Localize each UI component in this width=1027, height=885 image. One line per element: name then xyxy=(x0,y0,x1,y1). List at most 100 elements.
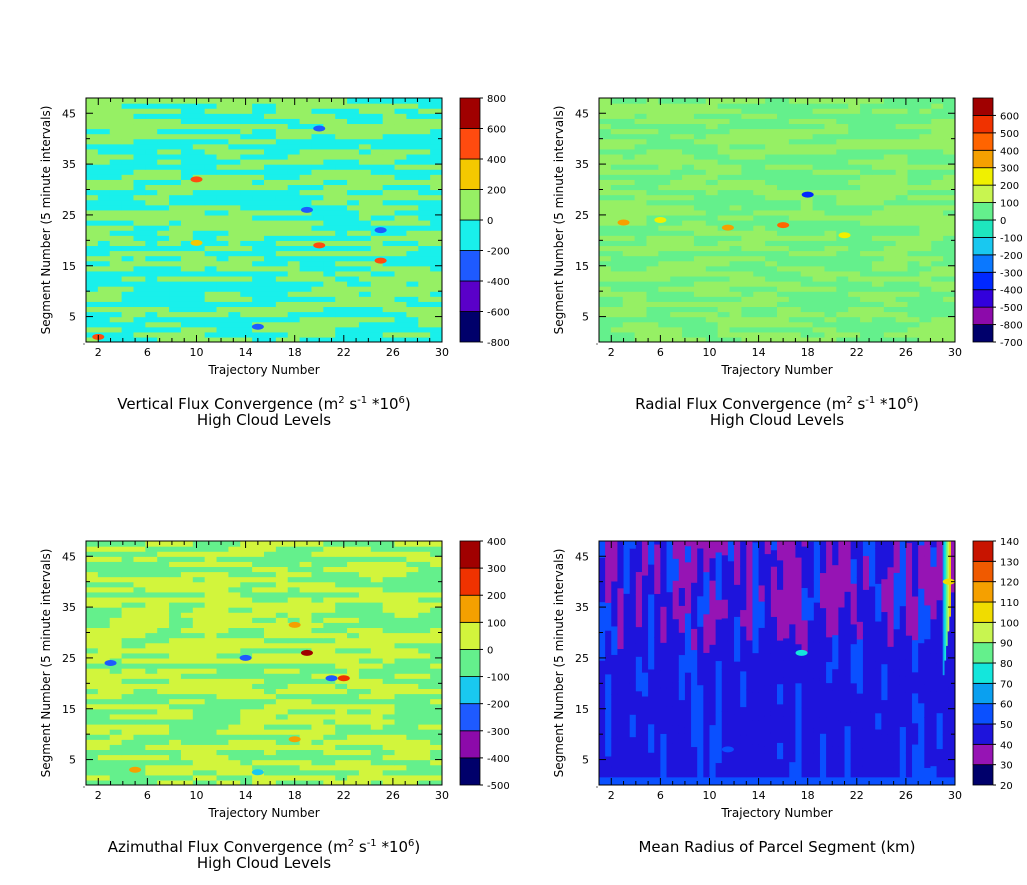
field-cell xyxy=(418,214,442,221)
field-cell xyxy=(758,715,766,747)
field-cell xyxy=(204,657,253,664)
field-cell xyxy=(430,265,442,272)
field-cell xyxy=(812,128,849,135)
field-cell xyxy=(418,546,442,552)
field-cell xyxy=(358,637,407,644)
field-cell xyxy=(335,683,348,690)
field-cell xyxy=(406,779,419,785)
field-cell xyxy=(648,564,655,595)
field-cell xyxy=(97,754,123,761)
field-cell xyxy=(824,306,849,313)
field-cell xyxy=(169,591,206,598)
field-cell xyxy=(693,138,719,145)
field-cell xyxy=(109,123,158,130)
y-axis-label: Segment Number (5 minute intervals) xyxy=(552,549,566,778)
field-cell xyxy=(204,698,241,705)
field-cell xyxy=(169,724,182,730)
title-text: *10 xyxy=(367,395,398,413)
field-cell xyxy=(204,632,218,639)
x-tick-label: 2 xyxy=(95,789,102,802)
field-cell xyxy=(629,682,637,715)
field-cell xyxy=(599,296,624,302)
field-cell xyxy=(157,240,182,247)
field-cell xyxy=(287,169,313,175)
field-cell xyxy=(264,678,277,684)
field-cell xyxy=(370,546,419,552)
field-cell xyxy=(216,764,253,771)
field-cell xyxy=(734,584,741,617)
field-cell xyxy=(836,103,849,109)
field-cell xyxy=(670,301,683,308)
field-cell xyxy=(905,542,913,567)
field-cell xyxy=(907,174,944,180)
x-axis-label: Trajectory Number xyxy=(720,806,832,820)
field-cell xyxy=(824,123,849,130)
field-cell xyxy=(311,678,336,684)
colorbar-segment xyxy=(972,764,994,786)
field-cell xyxy=(717,275,731,282)
field-cell xyxy=(836,311,873,318)
field-cell xyxy=(145,551,158,557)
field-cell xyxy=(394,164,431,170)
colorbar-segment xyxy=(459,676,481,705)
field-cell xyxy=(824,184,837,191)
field-cell xyxy=(169,225,194,231)
title-text: ) xyxy=(414,838,420,856)
field-cell xyxy=(789,732,797,763)
field-cell xyxy=(86,688,99,695)
field-cell xyxy=(919,128,932,135)
field-cell xyxy=(145,744,182,751)
field-cell xyxy=(97,678,123,684)
field-cell xyxy=(347,668,360,674)
field-cell xyxy=(729,118,742,125)
field-cell xyxy=(727,739,735,785)
field-cell xyxy=(86,571,99,578)
field-cell xyxy=(746,689,754,736)
field-cell xyxy=(382,275,431,282)
field-cell xyxy=(875,728,882,785)
colorbar-segment xyxy=(972,202,994,221)
field-cell xyxy=(678,732,686,785)
field-cell xyxy=(693,133,707,140)
y-tick-label: 25 xyxy=(62,652,76,665)
field-cell xyxy=(430,153,442,160)
field-cell xyxy=(610,286,659,292)
field-cell xyxy=(169,754,182,761)
field-cell xyxy=(299,744,336,751)
field-cell xyxy=(228,612,277,618)
field-cell xyxy=(788,220,802,226)
field-cell xyxy=(323,556,348,562)
field-cell xyxy=(264,255,313,262)
field-cell xyxy=(204,321,253,328)
field-cell xyxy=(430,769,442,776)
field-cell xyxy=(145,113,182,119)
field-cell xyxy=(907,153,920,160)
field-cell xyxy=(418,724,442,730)
field-cell xyxy=(622,260,659,267)
field-cell xyxy=(430,571,442,578)
field-cell xyxy=(335,260,384,267)
field-cell xyxy=(899,541,907,553)
field-cell xyxy=(684,545,692,563)
field-cell xyxy=(887,742,895,761)
field-cell xyxy=(264,688,277,695)
field-cell xyxy=(819,733,827,785)
colorbar-label: 100 xyxy=(487,618,506,629)
field-cell xyxy=(169,571,182,578)
field-cell xyxy=(121,291,170,297)
field-cell xyxy=(252,128,277,135)
colorbar-segment xyxy=(972,540,994,562)
field-cell xyxy=(850,643,858,684)
field-cell xyxy=(943,98,955,104)
field-cell xyxy=(907,179,932,186)
field-cell xyxy=(682,118,707,125)
field-cell xyxy=(228,143,277,150)
field-cell xyxy=(693,148,719,155)
field-cell xyxy=(741,108,778,114)
field-cell xyxy=(347,708,372,715)
field-cell xyxy=(394,759,431,766)
field-cell xyxy=(86,779,135,785)
field-cell xyxy=(783,541,790,567)
field-cell xyxy=(860,199,885,206)
field-cell xyxy=(658,153,695,160)
